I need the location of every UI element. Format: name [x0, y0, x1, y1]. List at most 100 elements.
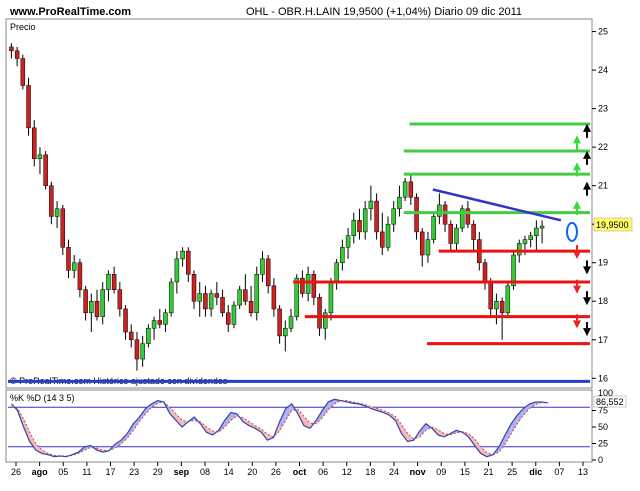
stoch-last-value-label: 86,552 — [596, 397, 624, 407]
candle-body — [488, 281, 493, 310]
x-tick-label: 13 — [578, 467, 588, 477]
stoch-fill-segment — [224, 412, 231, 427]
candle-body — [334, 262, 339, 283]
candle-body — [37, 154, 43, 159]
stoch-fill-segment — [133, 417, 140, 431]
x-tick-label: 24 — [389, 467, 399, 477]
candle-body — [83, 289, 88, 314]
candle-body — [163, 312, 168, 325]
chart-title: OHL - OBR.H.LAIN 19,9500 (+1,04%) Diario… — [246, 6, 523, 18]
candle-body — [71, 262, 77, 271]
candle-body — [77, 262, 83, 290]
x-tick-label: 14 — [224, 467, 234, 477]
stoch-last-value-tag — [593, 395, 627, 408]
x-tick-label: ago — [32, 467, 49, 477]
candle-body — [134, 339, 140, 360]
arrow-down-red-icon — [573, 320, 581, 329]
arrow-down-red-icon — [573, 285, 581, 294]
candle-body — [186, 250, 191, 275]
candle-body — [340, 247, 345, 263]
candle-body — [534, 227, 539, 236]
candle-body — [283, 327, 288, 337]
x-tick-label: 26 — [271, 467, 281, 477]
stoch-fill-segment — [127, 423, 134, 439]
x-tick-label: 25 — [507, 467, 517, 477]
stoch-fill-segment — [175, 413, 183, 427]
candle-body — [402, 181, 408, 198]
x-tick-label: 12 — [342, 467, 352, 477]
candle-body — [425, 239, 431, 256]
candle-body — [32, 127, 37, 159]
candle-body — [220, 297, 225, 314]
candle-body — [248, 300, 254, 314]
stoch-fill-segment — [322, 401, 329, 418]
candle-body — [66, 247, 71, 271]
candle-body — [265, 258, 271, 287]
candle-body — [168, 281, 174, 314]
stoch-fill-segment — [474, 438, 481, 454]
candle-body — [203, 293, 208, 310]
candle-body — [323, 312, 328, 329]
candle-body — [391, 208, 396, 225]
x-tick-label: oct — [293, 467, 307, 477]
price-tick-label: 17 — [598, 335, 608, 345]
stoch-k-line — [10, 398, 548, 458]
candle-body — [362, 208, 368, 233]
x-tick-label: 20 — [247, 467, 257, 477]
candle-body — [482, 262, 488, 283]
stoch-tick-label: 0 — [598, 455, 603, 465]
stoch-fill-segment — [115, 440, 122, 449]
x-tick-label: 05 — [58, 467, 68, 477]
stoch-fill-segment — [139, 408, 146, 422]
stoch-fill-segment — [23, 419, 30, 442]
candle-body — [20, 58, 26, 86]
arrow-up-black-icon — [583, 181, 591, 190]
candle-body — [311, 274, 317, 298]
candle-body — [317, 297, 322, 329]
x-tick-label: 21 — [483, 467, 493, 477]
candle-body — [300, 277, 305, 294]
candle-body — [54, 208, 60, 217]
candle-body — [528, 235, 533, 240]
arrow-down-black-icon — [583, 266, 591, 275]
candle-body — [345, 235, 351, 248]
x-tick-label: dic — [529, 467, 542, 477]
stoch-panel-label: %K %D (14 3 5) — [10, 393, 75, 403]
stoch-fill-segment — [279, 408, 286, 431]
candle-body — [94, 300, 100, 317]
candle-body — [374, 200, 379, 233]
x-tick-label: 18 — [365, 467, 375, 477]
trendline — [432, 188, 562, 222]
price-tick-label: 24 — [598, 65, 608, 75]
x-tick-label: 23 — [129, 467, 139, 477]
site-link[interactable]: www.ProRealTime.com — [10, 6, 132, 18]
price-tick-label: 25 — [598, 27, 608, 37]
stoch-fill-segment — [499, 434, 506, 453]
candle-body — [437, 204, 442, 217]
arrow-down-black-icon — [583, 297, 591, 306]
x-tick-label: 29 — [153, 467, 163, 477]
candle-body — [151, 320, 157, 329]
stoch-tick-label: 50 — [598, 422, 608, 432]
candle-body — [260, 258, 265, 275]
stoch-fill-segment — [523, 403, 530, 416]
candle-body — [499, 300, 505, 314]
candle-body — [100, 289, 105, 317]
stoch-fill-segment — [29, 432, 36, 451]
x-tick-label: 07 — [554, 467, 564, 477]
candle-body — [522, 239, 528, 244]
candle-body — [517, 243, 522, 256]
candle-body — [351, 220, 357, 236]
candle-body — [208, 293, 214, 310]
candle-body — [465, 208, 471, 225]
candle-body — [305, 274, 311, 294]
price-marker-circle — [566, 221, 578, 242]
stoch-fill-segment — [169, 407, 176, 421]
stoch-fill-segment — [511, 415, 518, 434]
candle-body — [43, 154, 48, 186]
candle-body — [539, 225, 545, 229]
candle-body — [420, 231, 425, 256]
stoch-fill-segment — [517, 408, 524, 424]
candle-body — [180, 250, 185, 260]
